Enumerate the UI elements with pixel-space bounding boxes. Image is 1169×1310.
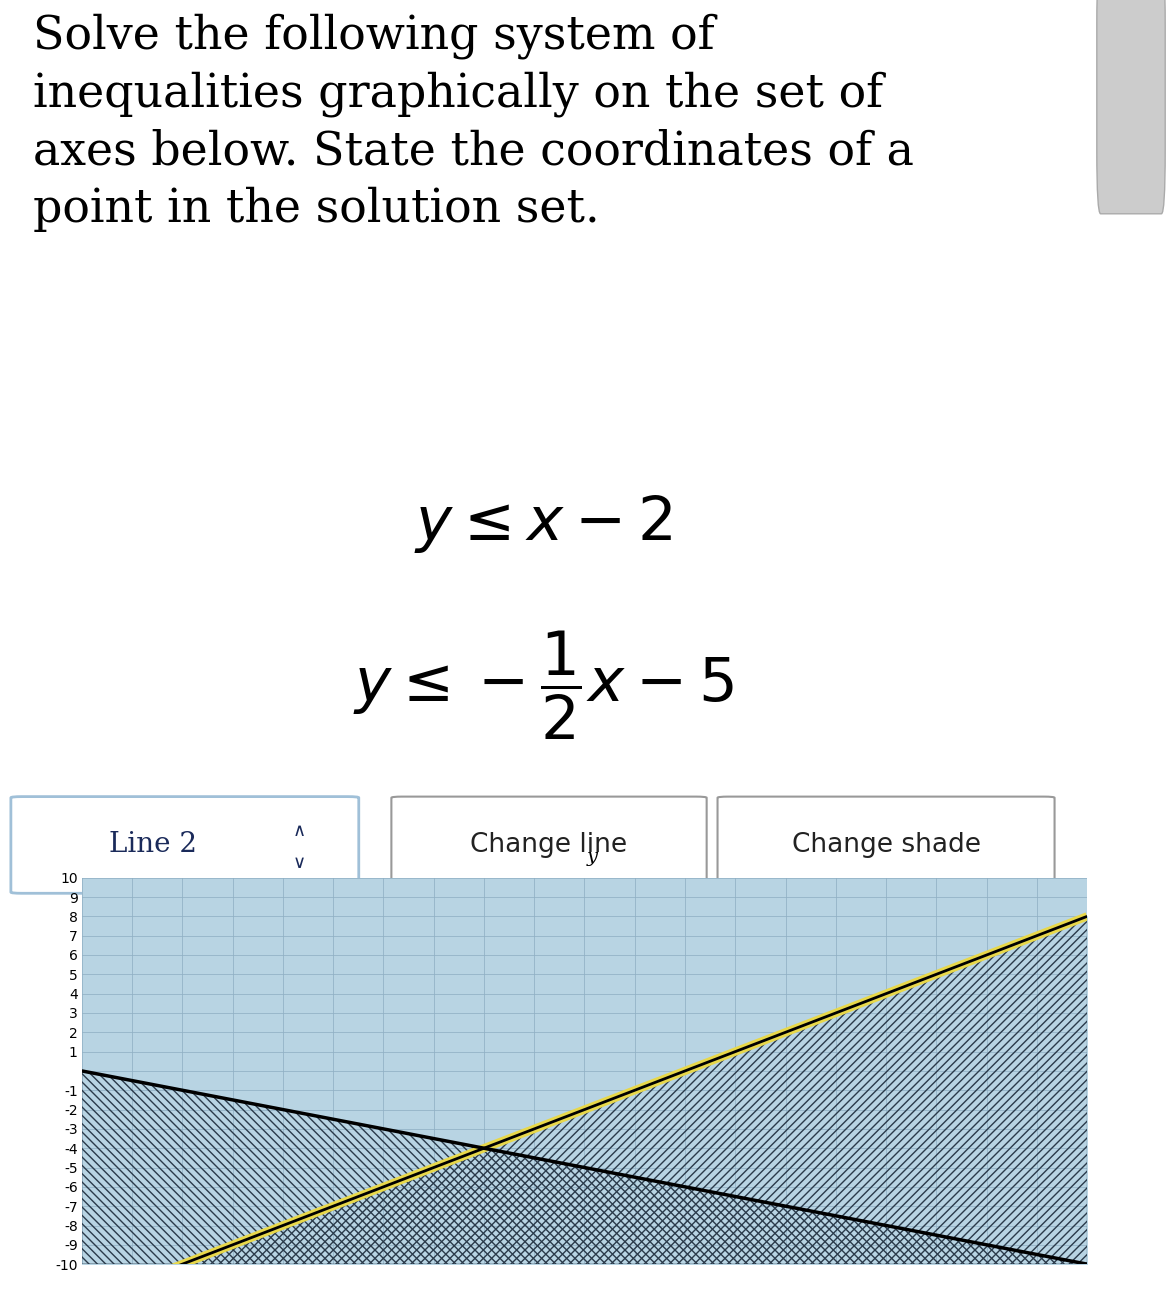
Text: $y \leq x - 2$: $y \leq x - 2$ [414, 493, 673, 555]
Text: Line 2: Line 2 [109, 832, 196, 858]
Text: Change line: Change line [470, 832, 628, 858]
Text: $y \leq -\dfrac{1}{2}x - 5$: $y \leq -\dfrac{1}{2}x - 5$ [353, 629, 734, 741]
Text: y: y [587, 848, 597, 866]
Text: Solve the following system of
inequalities graphically on the set of
axes below.: Solve the following system of inequaliti… [33, 13, 913, 232]
Text: ∧: ∧ [292, 821, 305, 840]
Text: Change shade: Change shade [791, 832, 981, 858]
Text: ∨: ∨ [292, 854, 305, 871]
FancyBboxPatch shape [392, 796, 706, 893]
FancyBboxPatch shape [11, 796, 359, 893]
FancyBboxPatch shape [1097, 0, 1165, 214]
FancyBboxPatch shape [718, 796, 1054, 893]
